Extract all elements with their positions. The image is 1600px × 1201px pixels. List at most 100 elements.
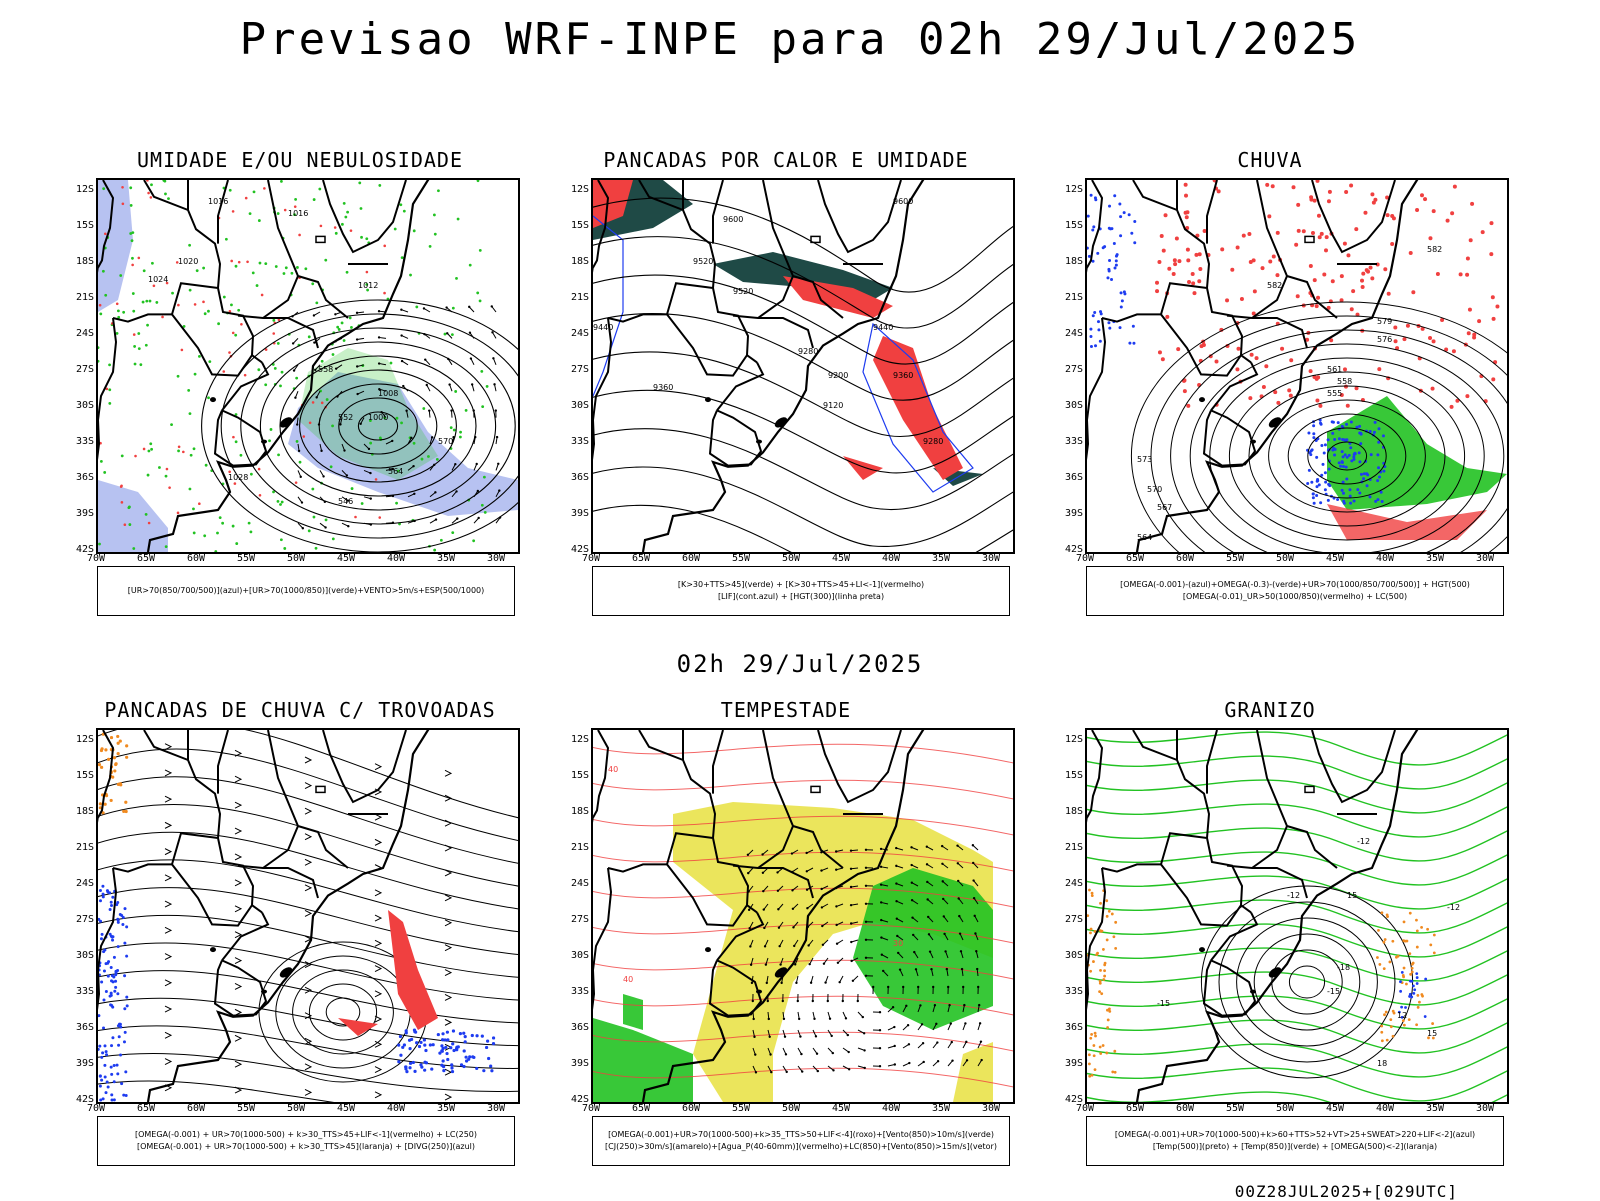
legend-box: [OMEGA(-0.001)+UR>70(1000-500)+k>35_TTS>… bbox=[592, 1116, 1010, 1166]
panel-title-pancadas-calor: PANCADAS POR CALOR E UMIDADE bbox=[576, 148, 996, 172]
lat-tick-label: 36S bbox=[1053, 1022, 1083, 1033]
lon-tick-label: 60W bbox=[671, 553, 711, 564]
lon-tick-label: 60W bbox=[176, 1103, 216, 1114]
contour-label: 18 bbox=[1377, 1059, 1387, 1068]
contour-label: 579 bbox=[1377, 317, 1392, 326]
lat-tick-label: 18S bbox=[559, 256, 589, 267]
contour-label: -15 bbox=[1157, 999, 1170, 1008]
lon-tick-label: 60W bbox=[1165, 553, 1205, 564]
lat-tick-label: 15S bbox=[559, 220, 589, 231]
lat-tick-label: 18S bbox=[1053, 806, 1083, 817]
lon-tick-label: 30W bbox=[476, 1103, 516, 1114]
legend-box: [UR>70(850/700/500)](azul)+[UR>70(1000/8… bbox=[97, 566, 515, 616]
lat-tick-label: 15S bbox=[1053, 220, 1083, 231]
lon-tick-label: 40W bbox=[871, 1103, 911, 1114]
lat-tick-label: 39S bbox=[1053, 508, 1083, 519]
contour-label: 9440 bbox=[593, 323, 613, 332]
lat-tick-label: 36S bbox=[559, 472, 589, 483]
lat-tick-label: 27S bbox=[64, 914, 94, 925]
panel-title-trovoadas: PANCADAS DE CHUVA C/ TROVOADAS bbox=[90, 698, 510, 722]
lon-tick-label: 40W bbox=[376, 553, 416, 564]
lon-tick-label: 50W bbox=[276, 1103, 316, 1114]
lat-tick-label: 39S bbox=[64, 1058, 94, 1069]
lon-tick-label: 70W bbox=[76, 1103, 116, 1114]
contour-label: 558 bbox=[1337, 377, 1352, 386]
lon-tick-label: 35W bbox=[426, 1103, 466, 1114]
contour-label: -15 bbox=[1327, 987, 1340, 996]
legend-line: [UR>70(850/700/500)](azul)+[UR>70(1000/8… bbox=[102, 585, 510, 597]
lon-tick-label: 45W bbox=[821, 1103, 861, 1114]
lat-tick-label: 18S bbox=[64, 806, 94, 817]
contour-label: 9280 bbox=[798, 347, 818, 356]
lon-tick-label: 50W bbox=[276, 553, 316, 564]
lat-tick-label: 15S bbox=[1053, 770, 1083, 781]
contour-label: -12 bbox=[1357, 837, 1370, 846]
lat-tick-label: 33S bbox=[64, 436, 94, 447]
lon-tick-label: 70W bbox=[1065, 1103, 1105, 1114]
lat-tick-label: 27S bbox=[1053, 364, 1083, 375]
lat-tick-label: 30S bbox=[559, 400, 589, 411]
contour-label: 9600 bbox=[723, 215, 743, 224]
lon-tick-label: 55W bbox=[1215, 1103, 1255, 1114]
lat-tick-label: 18S bbox=[559, 806, 589, 817]
contour-label: 12 bbox=[1397, 1011, 1407, 1020]
contour-label: 582 bbox=[1427, 245, 1442, 254]
lat-tick-label: 24S bbox=[64, 328, 94, 339]
contour-label: 1012 bbox=[358, 281, 378, 290]
lon-tick-label: 30W bbox=[971, 553, 1011, 564]
lon-tick-label: 60W bbox=[1165, 1103, 1205, 1114]
lon-tick-label: 45W bbox=[1315, 1103, 1355, 1114]
contour-label: -18 bbox=[1337, 963, 1350, 972]
contour-label: 564 bbox=[1137, 533, 1152, 542]
lon-tick-label: 30W bbox=[1465, 1103, 1505, 1114]
lat-tick-label: 18S bbox=[64, 256, 94, 267]
lon-tick-label: 55W bbox=[226, 553, 266, 564]
legend-box: [OMEGA(-0.001)-(azul)+OMEGA(-0.3)-(verde… bbox=[1086, 566, 1504, 616]
panel-title-umidade: UMIDADE E/OU NEBULOSIDADE bbox=[90, 148, 510, 172]
contour-label: 9360 bbox=[893, 371, 913, 380]
lat-tick-label: 33S bbox=[1053, 436, 1083, 447]
lat-tick-label: 15S bbox=[64, 220, 94, 231]
legend-line: [OMEGA(-0.001) + UR>70(1000-500) + k>30_… bbox=[102, 1129, 510, 1141]
contour-label: 573 bbox=[1137, 455, 1152, 464]
forecast-time: 02h 29/Jul/2025 bbox=[0, 650, 1600, 678]
lat-tick-label: 27S bbox=[64, 364, 94, 375]
lon-tick-label: 55W bbox=[226, 1103, 266, 1114]
lon-tick-label: 45W bbox=[821, 553, 861, 564]
lat-tick-label: 30S bbox=[559, 950, 589, 961]
map-panel bbox=[96, 728, 520, 1104]
lon-tick-label: 55W bbox=[721, 1103, 761, 1114]
legend-line: [LIF](cont.azul) + [HGT(300)](linha pret… bbox=[597, 591, 1005, 603]
lon-tick-label: 30W bbox=[971, 1103, 1011, 1114]
lon-tick-label: 50W bbox=[1265, 553, 1305, 564]
lat-tick-label: 33S bbox=[559, 436, 589, 447]
lat-tick-label: 12S bbox=[559, 734, 589, 745]
lat-tick-label: 24S bbox=[559, 878, 589, 889]
lon-tick-label: 65W bbox=[621, 553, 661, 564]
contour-label: 1016 bbox=[208, 197, 228, 206]
lon-tick-label: 70W bbox=[571, 1103, 611, 1114]
lat-tick-label: 33S bbox=[559, 986, 589, 997]
lat-tick-label: 21S bbox=[559, 842, 589, 853]
contour-label: 1000 bbox=[368, 413, 388, 422]
lon-tick-label: 50W bbox=[771, 1103, 811, 1114]
lat-tick-label: 39S bbox=[1053, 1058, 1083, 1069]
legend-line: [OMEGA(-0.001)-(azul)+OMEGA(-0.3)-(verde… bbox=[1091, 579, 1499, 591]
contour-label: 1024 bbox=[148, 275, 168, 284]
legend-line: [OMEGA(-0.001)+UR>70(1000-500)+k>35_TTS>… bbox=[597, 1129, 1005, 1141]
contour-label: 570 bbox=[438, 437, 453, 446]
lat-tick-label: 12S bbox=[1053, 184, 1083, 195]
lon-tick-label: 40W bbox=[376, 1103, 416, 1114]
lat-tick-label: 12S bbox=[559, 184, 589, 195]
lat-tick-label: 15S bbox=[559, 770, 589, 781]
contour-label: 9520 bbox=[733, 287, 753, 296]
lon-tick-label: 65W bbox=[126, 553, 166, 564]
legend-box: [OMEGA(-0.001) + UR>70(1000-500) + k>30_… bbox=[97, 1116, 515, 1166]
lat-tick-label: 24S bbox=[64, 878, 94, 889]
legend-line: [Temp(500)](preto) + [Temp(850)](verde) … bbox=[1091, 1141, 1499, 1153]
lat-tick-label: 27S bbox=[559, 364, 589, 375]
lat-tick-label: 21S bbox=[1053, 842, 1083, 853]
